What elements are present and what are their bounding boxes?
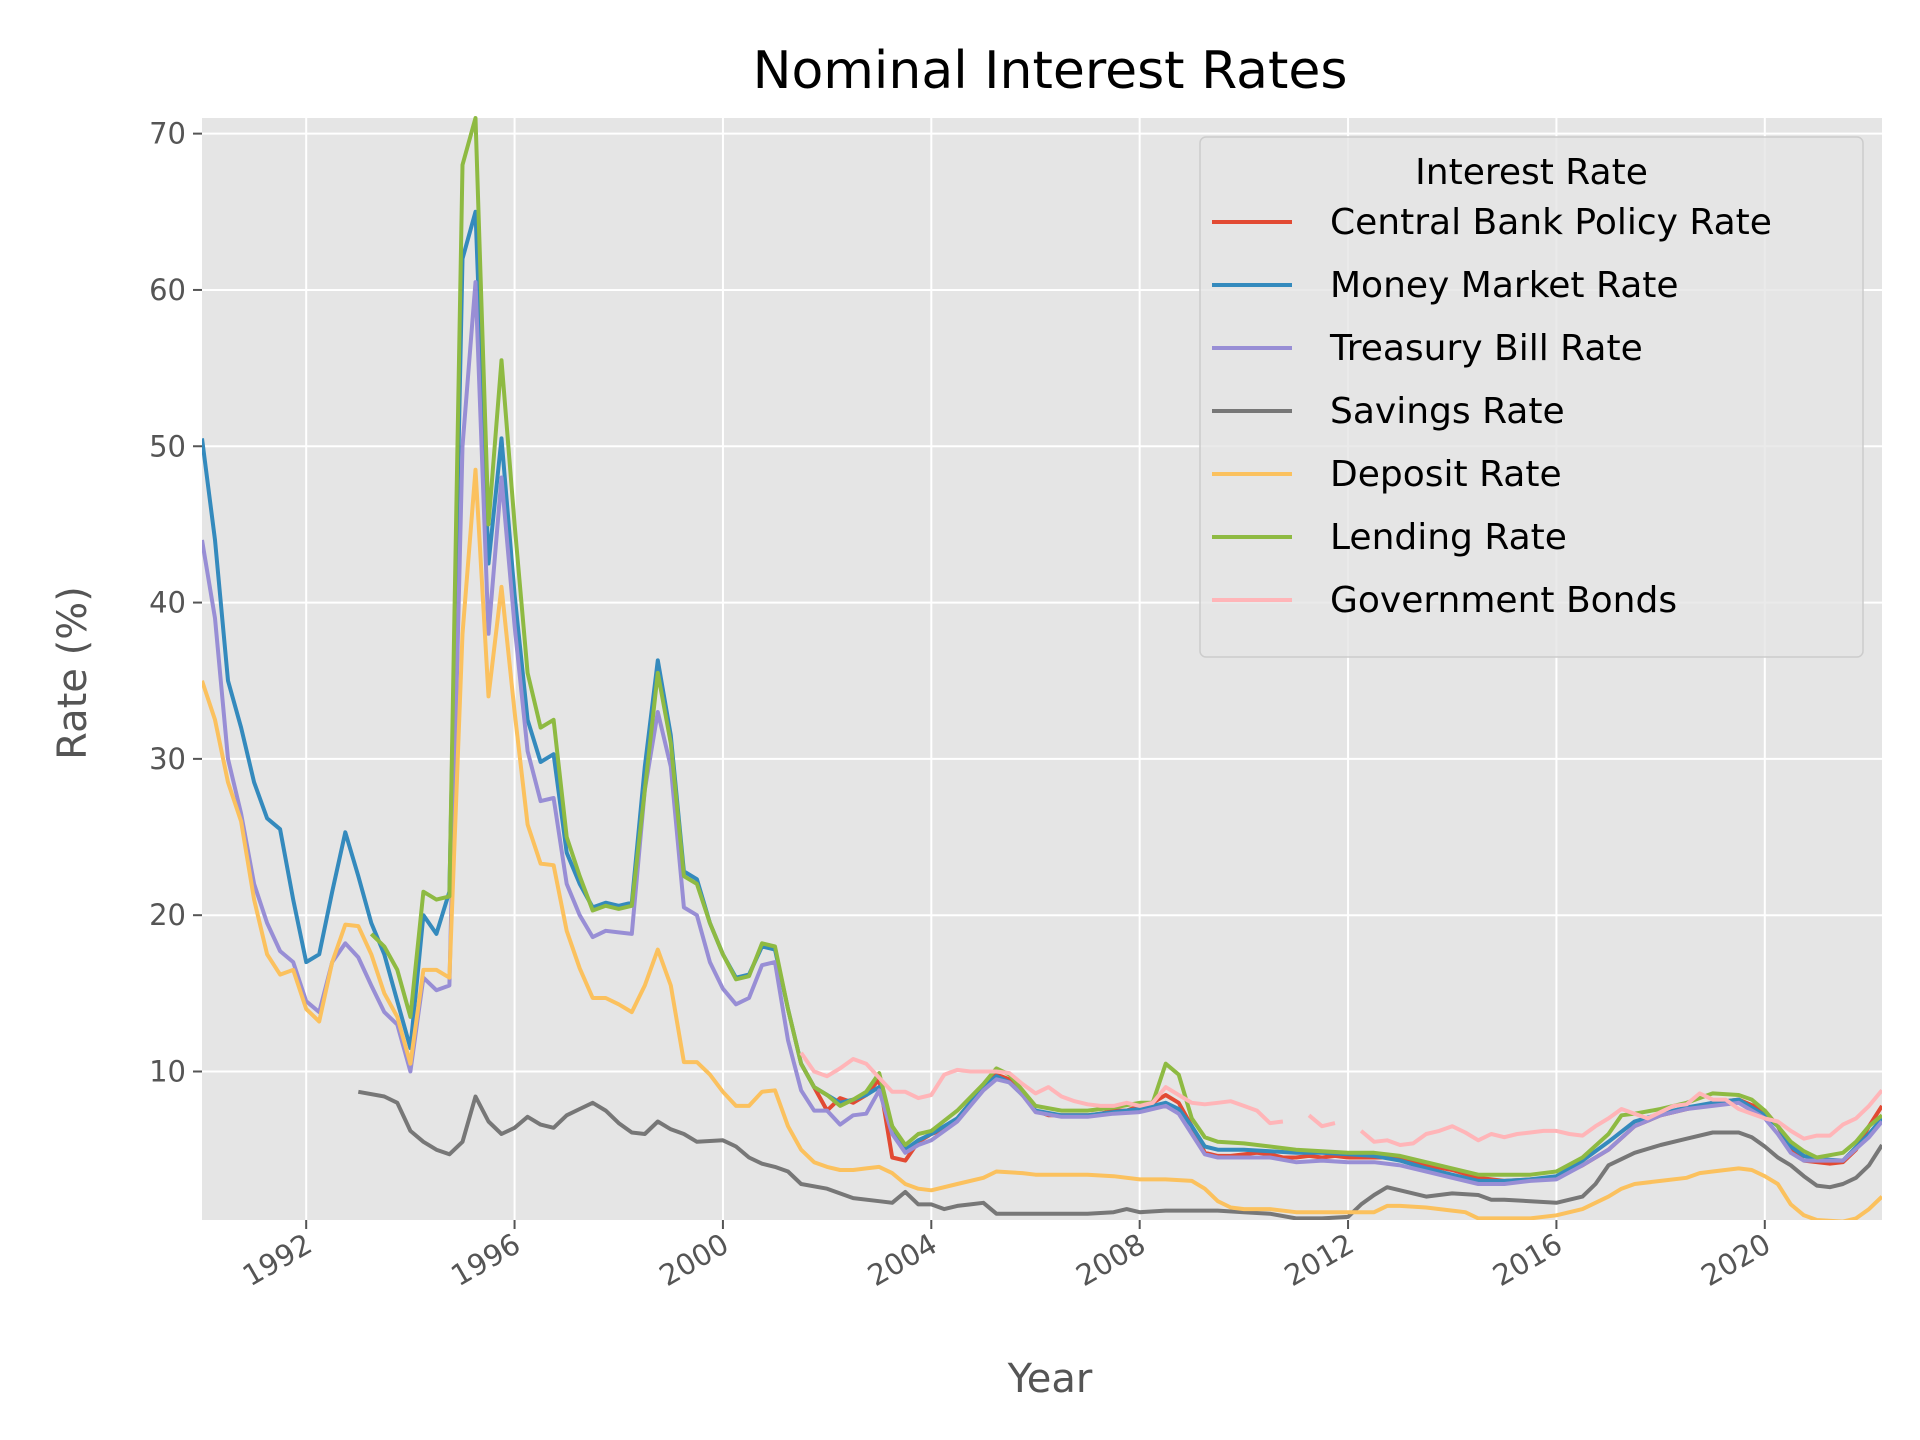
legend: Interest Rate Central Bank Policy Rate Mo… bbox=[1199, 136, 1864, 658]
legend-label: Government Bonds bbox=[1330, 580, 1677, 621]
y-axis-ticks: 10 20 30 40 50 60 70 bbox=[149, 117, 202, 1089]
legend-label: Deposit Rate bbox=[1330, 454, 1562, 495]
series-line-6 bbox=[799, 1051, 1284, 1126]
series-line-3 bbox=[357, 1089, 1882, 1220]
legend-label: Central Bank Policy Rate bbox=[1330, 202, 1772, 243]
legend-box bbox=[1199, 136, 1864, 658]
series-line-6 bbox=[1359, 1089, 1882, 1147]
series-line-5 bbox=[369, 116, 1882, 1177]
legend-label: Treasury Bill Rate bbox=[1329, 328, 1643, 369]
x-axis-label: Year bbox=[1007, 1356, 1093, 1402]
series-line-6 bbox=[1307, 1113, 1336, 1129]
series-lines bbox=[202, 116, 1882, 1220]
legend-label: Money Market Rate bbox=[1330, 265, 1679, 306]
y-tick-label: 40 bbox=[149, 586, 186, 620]
legend-label: Lending Rate bbox=[1330, 517, 1567, 558]
y-tick-label: 60 bbox=[149, 273, 186, 307]
y-tick-label: 10 bbox=[149, 1055, 186, 1089]
y-axis-label: Rate (%) bbox=[50, 586, 96, 760]
legend-label: Savings Rate bbox=[1330, 391, 1565, 432]
legend-title: Interest Rate bbox=[1415, 152, 1648, 193]
y-tick-label: 50 bbox=[149, 429, 186, 463]
series-line-4 bbox=[202, 467, 1882, 1220]
y-tick-label: 20 bbox=[149, 898, 186, 932]
y-tick-label: 70 bbox=[149, 117, 186, 151]
y-tick-label: 30 bbox=[149, 742, 186, 776]
legend-items: Central Bank Policy Rate Money Market Rat… bbox=[1212, 202, 1772, 621]
chart-title: Nominal Interest Rates bbox=[753, 41, 1348, 101]
